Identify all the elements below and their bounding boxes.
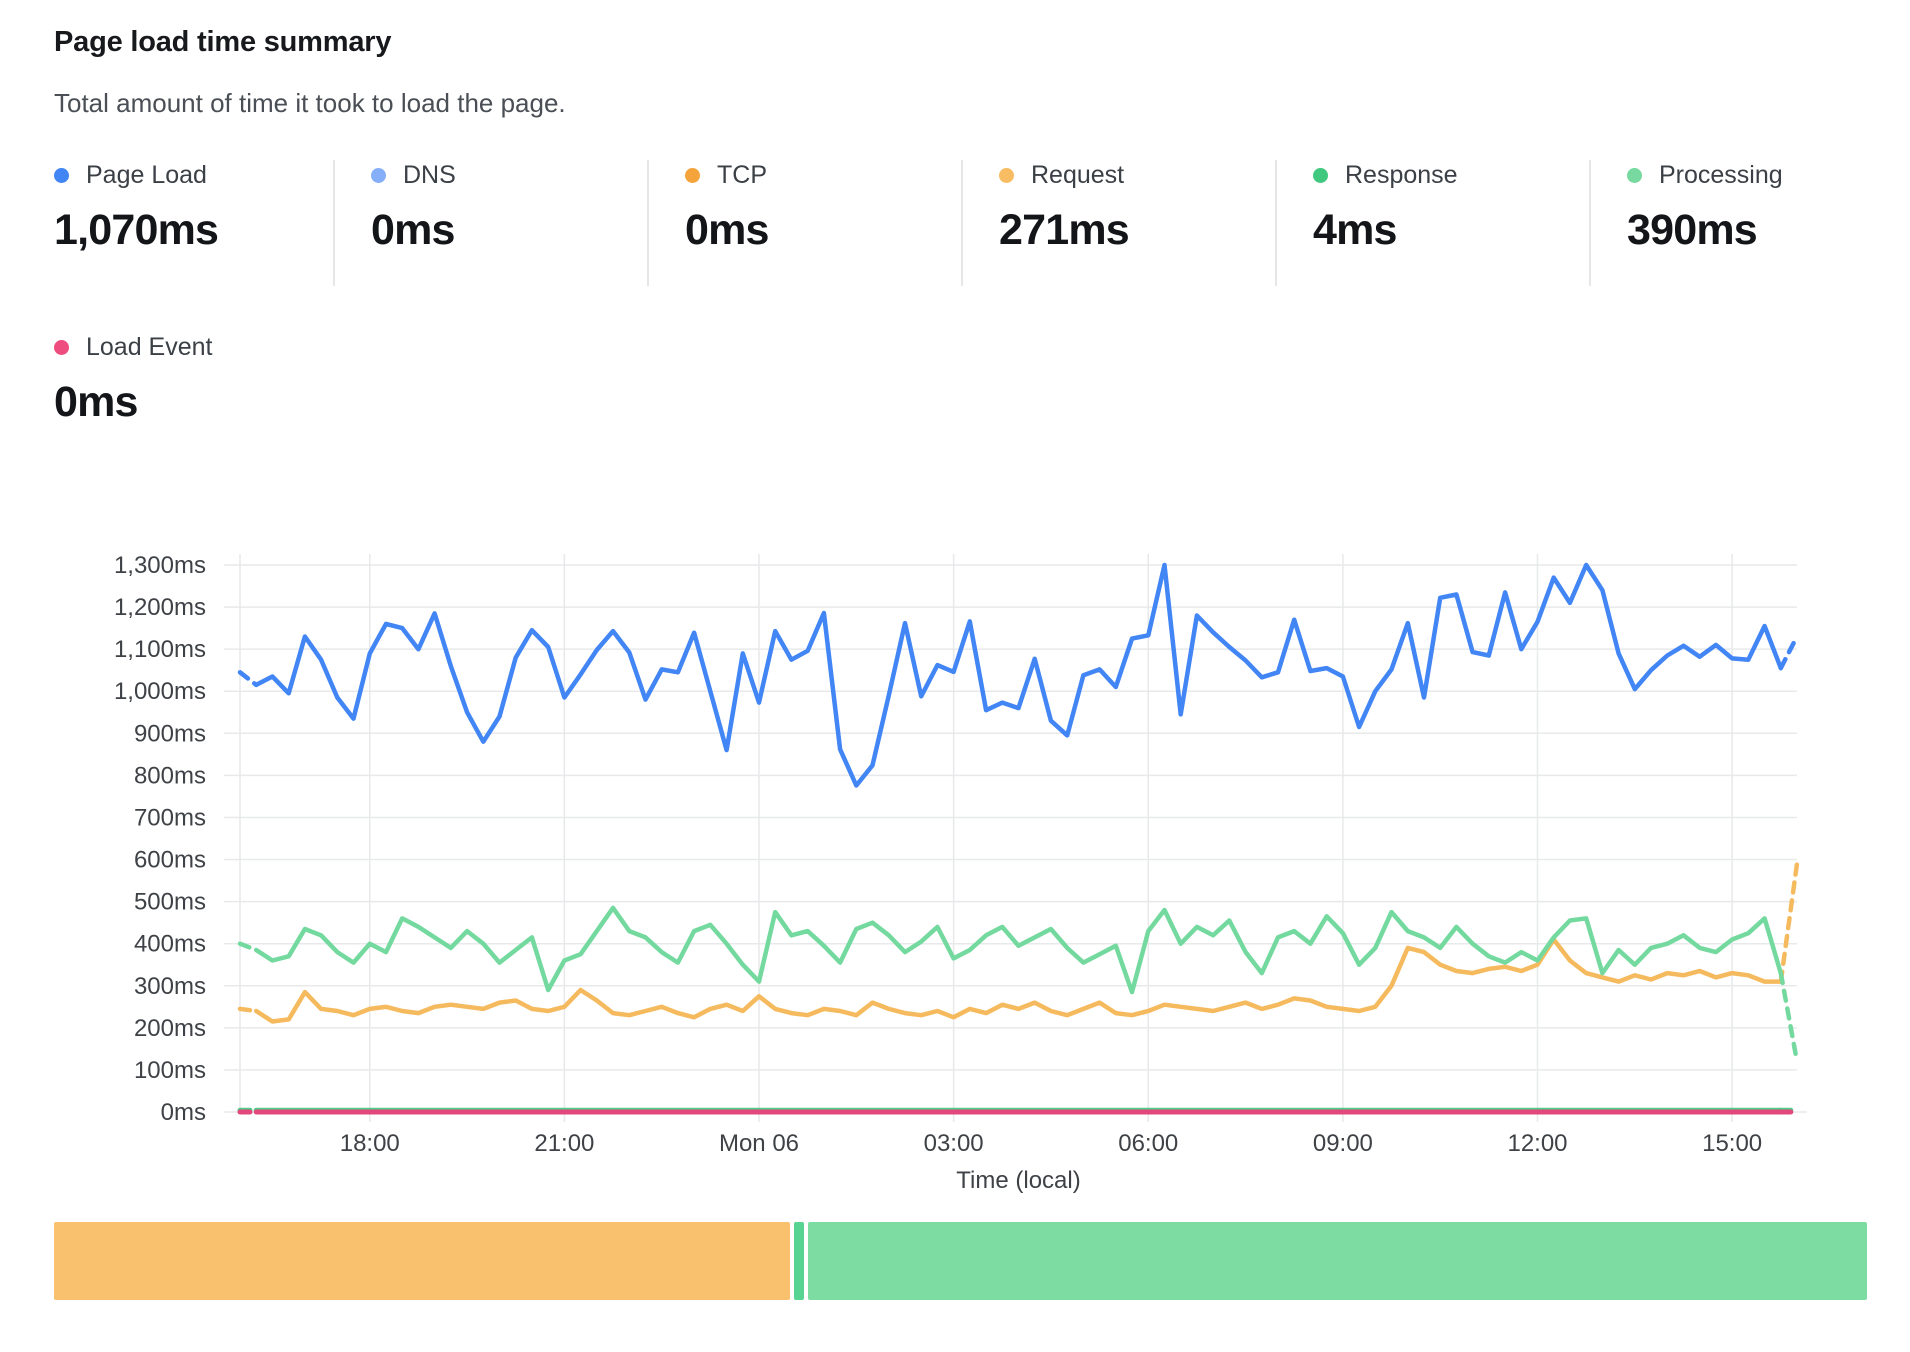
stat-request: Request 271ms: [999, 160, 1130, 255]
series-dash-start-request: [237, 1006, 259, 1014]
series-line-page-load: [253, 562, 1784, 788]
x-tick-label: 09:00: [1313, 1130, 1373, 1157]
x-axis-title: Time (local): [956, 1167, 1080, 1194]
stat-value: 0ms: [685, 206, 769, 254]
y-tick-label: 0ms: [161, 1099, 206, 1126]
stat-divider: [1589, 160, 1591, 286]
x-tick-label: 15:00: [1702, 1130, 1762, 1157]
legend-dot-icon: [1313, 167, 1328, 183]
stat-label: TCP: [717, 160, 767, 189]
page-subtitle: Total amount of time it took to load the…: [54, 88, 566, 118]
stat-label: Page Load: [86, 160, 207, 189]
legend-dot-icon: [999, 167, 1014, 183]
proportion-segment-request: [54, 1222, 790, 1300]
series-dash-start-processing: [237, 941, 259, 953]
x-tick-label: Mon 06: [719, 1130, 799, 1157]
stat-load-event: Load Event 0ms: [54, 332, 213, 427]
y-tick-label: 700ms: [134, 804, 206, 831]
stat-tcp: TCP 0ms: [685, 160, 769, 255]
stat-value: 1,070ms: [54, 206, 219, 254]
stat-value: 0ms: [54, 378, 138, 426]
legend-dot-icon: [54, 339, 69, 355]
x-tick-label: 06:00: [1118, 1130, 1178, 1157]
y-tick-label: 100ms: [134, 1057, 206, 1084]
stat-page-load: Page Load 1,070ms: [54, 160, 219, 255]
series-dash-start-page-load: [237, 670, 259, 688]
stat-value: 0ms: [371, 206, 455, 254]
proportion-segment-processing: [808, 1222, 1867, 1300]
stat-label: Response: [1345, 160, 1458, 189]
timing-proportion-bar: [54, 1222, 1867, 1300]
legend-dot-icon: [1627, 167, 1642, 183]
y-tick-label: 1,000ms: [114, 678, 206, 705]
y-tick-label: 600ms: [134, 847, 206, 874]
y-tick-label: 1,200ms: [114, 594, 206, 621]
series-dash-end-request: [1778, 861, 1800, 984]
y-tick-label: 1,100ms: [114, 636, 206, 663]
stat-label: DNS: [403, 160, 456, 189]
y-tick-label: 800ms: [134, 762, 206, 789]
stat-label: Processing: [1659, 160, 1783, 189]
series-dash-end-page-load: [1778, 634, 1800, 671]
stat-label: Request: [1031, 160, 1125, 189]
stat-label: Load Event: [86, 332, 213, 361]
legend-dot-icon: [685, 167, 700, 183]
y-tick-label: 1,300ms: [114, 552, 206, 579]
x-tick-label: 18:00: [340, 1130, 400, 1157]
series-dash-end-processing: [1778, 970, 1800, 1064]
y-tick-label: 500ms: [134, 889, 206, 916]
x-tick-label: 03:00: [924, 1130, 984, 1157]
y-tick-label: 400ms: [134, 931, 206, 958]
stat-value: 271ms: [999, 206, 1130, 254]
stat-dns: DNS 0ms: [371, 160, 456, 255]
legend-dot-icon: [371, 167, 386, 183]
proportion-segment-response: [793, 1222, 805, 1300]
stat-divider: [647, 160, 649, 286]
x-tick-label: 12:00: [1507, 1130, 1567, 1157]
series-line-processing: [253, 905, 1784, 995]
y-tick-label: 200ms: [134, 1015, 206, 1042]
stat-processing: Processing 390ms: [1627, 160, 1783, 255]
page-title: Page load time summary: [54, 26, 392, 58]
y-tick-label: 900ms: [134, 720, 206, 747]
x-tick-label: 21:00: [534, 1130, 594, 1157]
legend-dot-icon: [54, 167, 69, 183]
stat-divider: [333, 160, 335, 286]
stat-value: 390ms: [1627, 206, 1758, 254]
stat-divider: [1275, 160, 1277, 286]
y-tick-label: 300ms: [134, 973, 206, 1000]
stat-value: 4ms: [1313, 206, 1397, 254]
stat-divider: [961, 160, 963, 286]
series-line-request: [253, 937, 1784, 1024]
stat-response: Response 4ms: [1313, 160, 1458, 255]
